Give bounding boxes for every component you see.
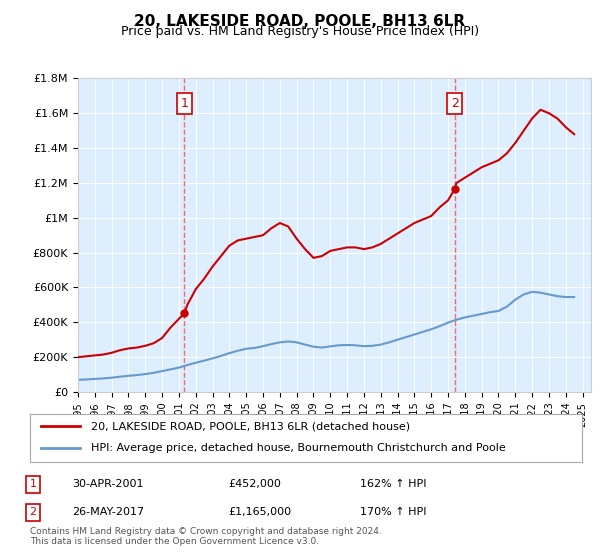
Text: Contains HM Land Registry data © Crown copyright and database right 2024.
This d: Contains HM Land Registry data © Crown c… — [30, 526, 382, 546]
Text: 162% ↑ HPI: 162% ↑ HPI — [360, 479, 427, 489]
Text: 1: 1 — [29, 479, 37, 489]
Text: Price paid vs. HM Land Registry's House Price Index (HPI): Price paid vs. HM Land Registry's House … — [121, 25, 479, 38]
Text: £1,165,000: £1,165,000 — [228, 507, 291, 517]
Text: 2: 2 — [29, 507, 37, 517]
Text: 20, LAKESIDE ROAD, POOLE, BH13 6LR: 20, LAKESIDE ROAD, POOLE, BH13 6LR — [134, 14, 466, 29]
Text: HPI: Average price, detached house, Bournemouth Christchurch and Poole: HPI: Average price, detached house, Bour… — [91, 443, 505, 452]
Text: 1: 1 — [181, 97, 188, 110]
Text: 2: 2 — [451, 97, 458, 110]
Text: 20, LAKESIDE ROAD, POOLE, BH13 6LR (detached house): 20, LAKESIDE ROAD, POOLE, BH13 6LR (deta… — [91, 421, 410, 431]
Text: 30-APR-2001: 30-APR-2001 — [72, 479, 143, 489]
Text: 170% ↑ HPI: 170% ↑ HPI — [360, 507, 427, 517]
Text: 26-MAY-2017: 26-MAY-2017 — [72, 507, 144, 517]
Text: £452,000: £452,000 — [228, 479, 281, 489]
